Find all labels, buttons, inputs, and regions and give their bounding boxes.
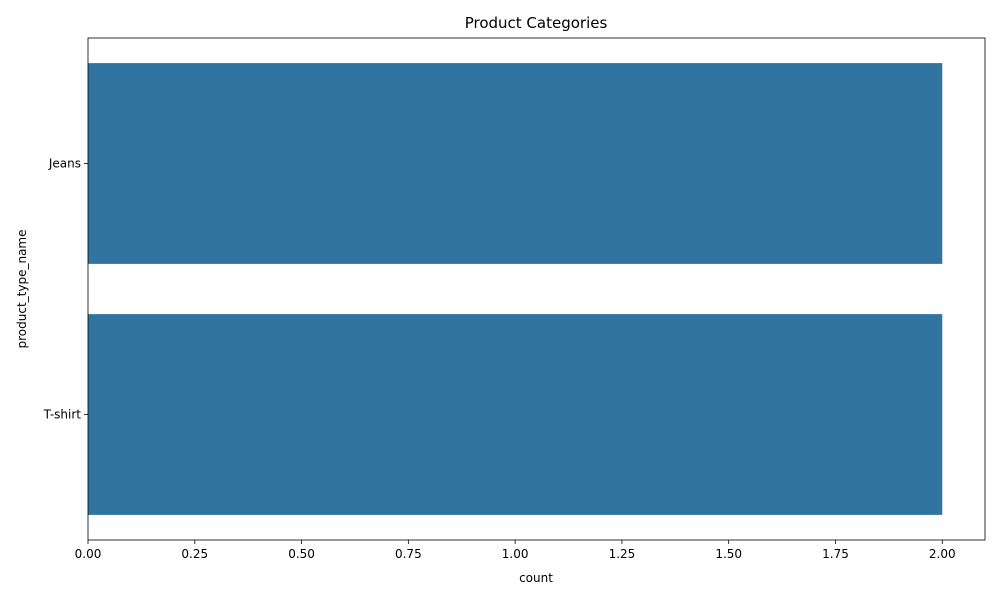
- axes-layer: [87, 37, 986, 541]
- chart-title: Product Categories: [465, 14, 608, 32]
- y-tick-label: Jeans: [48, 157, 81, 171]
- y-axis-label: product_type_name: [15, 230, 29, 349]
- x-tick-label: 0.75: [395, 547, 422, 561]
- bars-layer: [88, 63, 943, 515]
- x-tick-label: 1.75: [822, 547, 849, 561]
- x-axis-ticks: 0.00 0.25 0.50 0.75 1.00 1.25 1.50 1.75 2.00: [75, 540, 956, 561]
- bar-jeans: [88, 63, 943, 264]
- bar-t-shirt: [88, 314, 943, 515]
- x-tick-label: 1.50: [715, 547, 742, 561]
- x-tick-label: 0.50: [288, 547, 315, 561]
- y-tick-label: T-shirt: [43, 408, 82, 422]
- x-axis-label: count: [519, 571, 553, 585]
- x-tick-label: 0.00: [75, 547, 102, 561]
- y-axis-ticks: Jeans T-shirt: [43, 157, 88, 422]
- x-tick-label: 1.00: [502, 547, 529, 561]
- plot-frame: [87, 37, 986, 541]
- x-tick-label: 2.00: [929, 547, 956, 561]
- x-tick-label: 1.25: [609, 547, 636, 561]
- x-tick-label: 0.25: [181, 547, 208, 561]
